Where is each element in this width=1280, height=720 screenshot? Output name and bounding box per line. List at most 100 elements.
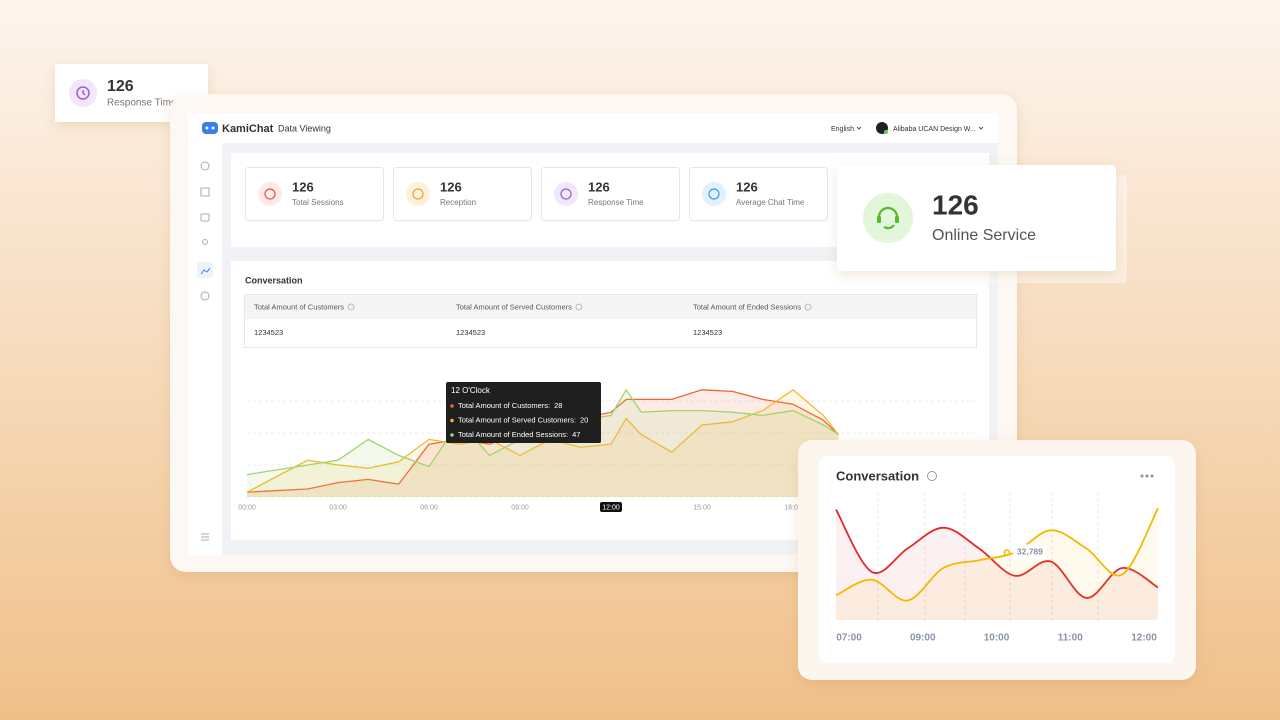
icon	[76, 86, 90, 100]
series-line	[835, 507, 1159, 602]
stat-label: Reception	[440, 198, 476, 207]
x-tick-label: 00:00	[238, 504, 256, 511]
tooltip-value: 28	[554, 401, 562, 410]
headset-icon	[877, 206, 899, 230]
logo-icon	[211, 126, 215, 130]
x-tick-label: 11:00	[1058, 633, 1083, 644]
menu-dot[interactable]	[1140, 474, 1144, 478]
series-area	[836, 508, 1158, 620]
nav-icon[interactable]	[201, 533, 209, 541]
nav-icon	[200, 267, 211, 275]
table-cell: 1234523	[456, 328, 485, 337]
tooltip-label: Total Amount of Served Customers:	[458, 415, 576, 424]
stat-label: Response Time	[588, 198, 644, 207]
tooltip: 12 O'Clock Total Amount of Customers: 28 T…	[446, 382, 601, 443]
stat-card	[245, 167, 384, 221]
x-tick-label: 09:00	[910, 633, 936, 644]
stat-icon	[708, 188, 720, 200]
status-dot	[884, 130, 888, 134]
stat-value: 126	[588, 179, 610, 194]
help-icon	[575, 303, 583, 311]
tooltip-dot	[450, 433, 454, 437]
stat-value: 126	[440, 179, 462, 194]
x-tick-label: 07:00	[836, 633, 862, 644]
tooltip-bg	[446, 382, 601, 443]
nav-icon[interactable]	[200, 213, 210, 222]
chevron	[856, 126, 862, 130]
card-value: 126	[932, 189, 979, 220]
nav-icon[interactable]	[200, 161, 210, 171]
stat-value: 126	[736, 179, 758, 194]
stat-icon-bg	[702, 182, 726, 206]
series-line	[835, 509, 1159, 599]
table-cell: 1234523	[254, 328, 283, 337]
table-header-cell: Total Amount of Customers	[254, 302, 344, 311]
mini-title: Conversation	[836, 468, 919, 483]
headset-icon	[877, 216, 881, 223]
table-header	[245, 295, 976, 319]
page-title: Data Viewing	[278, 123, 331, 133]
stat-value: 126	[292, 179, 314, 194]
x-tick-label: 03:00	[329, 504, 347, 511]
mini-card	[819, 456, 1175, 663]
menu-dot[interactable]	[1150, 474, 1154, 478]
card-label: Online Service	[932, 227, 1036, 244]
stat-card	[689, 167, 828, 221]
help-icon	[347, 303, 355, 311]
stat-label: Total Sessions	[292, 198, 344, 207]
card-value: 126	[107, 78, 134, 95]
x-tick-label: 10:00	[984, 633, 1010, 644]
floating-card: 126 Response Time	[55, 64, 208, 122]
menu-dot[interactable]	[1145, 474, 1149, 478]
nav-icon[interactable]	[202, 239, 208, 245]
table-header-cell: Total Amount of Ended Sessions	[693, 302, 801, 311]
tooltip-dot	[450, 418, 454, 423]
info-icon[interactable]	[927, 471, 937, 481]
help-icon	[804, 303, 812, 311]
x-tick-label: 18:00	[784, 504, 802, 511]
tooltip-title: 12 O'Clock	[451, 386, 491, 395]
nav-active[interactable]	[197, 262, 213, 278]
headset-icon	[895, 216, 899, 223]
series-area	[247, 389, 839, 497]
table-header-cell: Total Amount of Served Customers	[456, 302, 572, 311]
section-title: Conversation	[245, 275, 303, 285]
stat-icon-bg	[554, 182, 578, 206]
user-name[interactable]: Alibaba UCAN Design W...	[893, 126, 976, 133]
active-tick-bg	[600, 502, 622, 512]
tooltip-value: 20	[580, 415, 588, 424]
table-cell: 1234523	[693, 328, 722, 337]
logo-icon	[202, 122, 218, 134]
x-tick-label: 12:00	[1131, 633, 1157, 644]
annotation-bg	[1012, 544, 1047, 561]
x-tick-label: 15:00	[693, 504, 711, 511]
logo-icon	[205, 126, 209, 130]
icon	[82, 90, 86, 96]
tooltip-dot	[450, 404, 454, 408]
nav-icon[interactable]	[200, 291, 210, 301]
language[interactable]: English	[831, 126, 854, 133]
tooltip-label: Total Amount of Ended Sessions:	[458, 430, 568, 439]
stat-icon	[264, 188, 276, 200]
x-tick-label: 06:00	[420, 504, 438, 511]
sidebar	[188, 143, 222, 555]
stat-icon-bg	[406, 182, 430, 206]
online-card	[837, 165, 1116, 271]
stat-icon	[560, 188, 572, 200]
tooltip-label: Total Amount of Customers:	[458, 401, 550, 410]
x-tick-label: 12:00	[602, 504, 620, 511]
logo: KamiChat	[222, 123, 274, 135]
stat-card	[541, 167, 680, 221]
tooltip-value: 47	[572, 430, 580, 439]
nav-icon[interactable]	[200, 187, 210, 197]
icon-bg	[863, 193, 913, 243]
card-label: Response Time	[107, 98, 177, 109]
chevron	[978, 126, 984, 130]
annotation-point	[1003, 549, 1011, 556]
x-tick-label: 09:00	[511, 504, 529, 511]
stat-icon-bg	[258, 182, 282, 206]
header	[188, 113, 998, 143]
stat-label: Average Chat Time	[736, 198, 805, 207]
stat-card	[393, 167, 532, 221]
